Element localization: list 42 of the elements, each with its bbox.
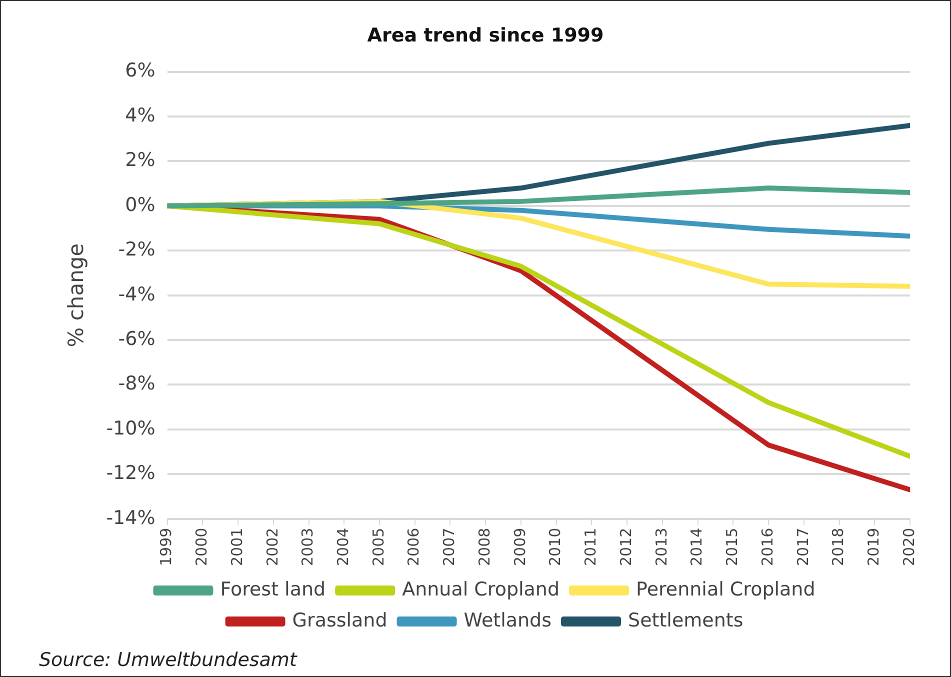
legend-label: Annual Cropland xyxy=(402,578,560,600)
x-tick-label: 2002 xyxy=(263,528,282,566)
x-tick-label: 2012 xyxy=(616,528,635,566)
y-tick-label: 6% xyxy=(125,60,156,82)
y-tick-label: -14% xyxy=(106,506,156,529)
legend-label: Grassland xyxy=(292,609,388,632)
legend-label: Settlements xyxy=(628,609,744,632)
x-tick-label: 2013 xyxy=(652,528,670,566)
y-tick-label: -2% xyxy=(118,238,156,261)
y-tick-label: -8% xyxy=(118,372,156,395)
y-tick-label: 0% xyxy=(125,194,156,216)
y-tick-label: 2% xyxy=(125,149,156,172)
x-tick-label: 2020 xyxy=(900,528,918,566)
x-tick-label: 2003 xyxy=(298,528,317,566)
x-tick-label: 2008 xyxy=(475,528,494,566)
x-tick-label: 2007 xyxy=(440,528,458,566)
chart-title: Area trend since 1999 xyxy=(367,24,604,46)
x-tick-label: 2010 xyxy=(546,528,564,566)
y-axis-title: % change xyxy=(64,243,88,348)
x-tick-label: 2000 xyxy=(192,528,211,566)
x-tick-label: 2019 xyxy=(864,528,883,566)
y-tick-label: -6% xyxy=(118,328,156,350)
legend-label: Forest land xyxy=(220,578,326,600)
x-tick-label: 2001 xyxy=(228,528,246,566)
x-tick-label: 2015 xyxy=(723,528,742,566)
legend-label: Wetlands xyxy=(464,609,552,632)
x-tick-label: 2004 xyxy=(334,528,352,566)
x-tick-label: 2016 xyxy=(758,528,776,566)
x-tick-label: 2014 xyxy=(688,528,706,566)
x-tick-label: 2006 xyxy=(404,528,423,566)
source-note: Source: Umweltbundesamt xyxy=(39,649,297,671)
y-tick-label: -12% xyxy=(106,462,156,484)
x-tick-label: 2009 xyxy=(510,528,529,566)
y-tick-label: -4% xyxy=(118,283,156,306)
y-tick-label: 4% xyxy=(125,104,156,126)
x-tick-label: 2011 xyxy=(582,528,600,566)
x-tick-label: 2017 xyxy=(794,528,812,566)
y-tick-label: -10% xyxy=(106,417,156,440)
x-tick-label: 1999 xyxy=(157,528,176,566)
legend-label: Perennial Cropland xyxy=(636,578,816,600)
x-tick-label: 2018 xyxy=(829,528,848,566)
x-tick-label: 2005 xyxy=(369,528,388,566)
